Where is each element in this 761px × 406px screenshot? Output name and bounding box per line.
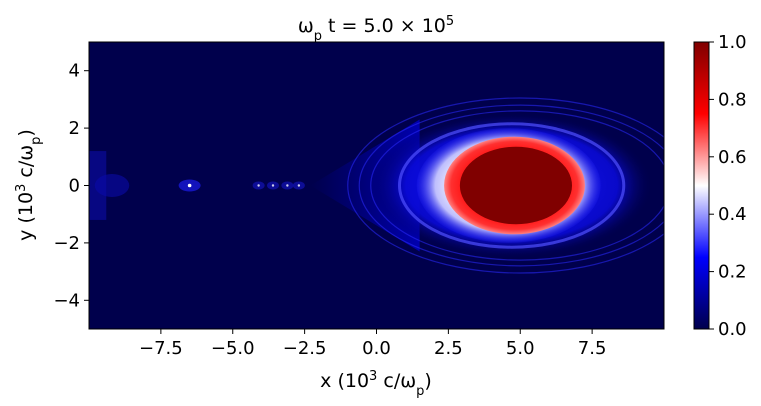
heatmap-features xyxy=(89,97,664,274)
colorbar-ticks: 1.0 0.8 0.6 0.4 0.2 0.0 xyxy=(709,32,747,340)
x-tick-label: 7.5 xyxy=(578,338,607,359)
axis-spot xyxy=(286,184,289,187)
x-tick-label: −5.0 xyxy=(211,338,255,359)
x-axis: −7.5 −5.0 −2.5 0.0 2.5 5.0 7.5 xyxy=(139,329,606,359)
y-tick-label: 4 xyxy=(69,61,80,82)
colorbar-tick-label: 1.0 xyxy=(718,32,747,53)
x-axis-label: x (103 c/ωp) xyxy=(320,369,432,399)
x-tick-label: 5.0 xyxy=(506,338,535,359)
heatmap-plot-area xyxy=(89,42,664,329)
colorbar-tick-label: 0.8 xyxy=(718,89,747,110)
x-tick-label: 0.0 xyxy=(362,338,391,359)
x-tick-label: 2.5 xyxy=(434,338,463,359)
outer-ring xyxy=(358,104,664,267)
colorbar: 1.0 0.8 0.6 0.4 0.2 0.0 xyxy=(693,32,747,340)
outer-ring xyxy=(347,97,664,274)
colorbar-tick-label: 0.2 xyxy=(718,262,747,283)
y-tick-label: 2 xyxy=(69,118,80,139)
axis-spot xyxy=(187,183,192,188)
colorbar-bar xyxy=(693,41,710,330)
y-tick-label: −2 xyxy=(53,233,80,254)
colorbar-tick-label: 0.4 xyxy=(718,204,747,225)
axis-spot xyxy=(271,184,275,187)
halo-ring xyxy=(398,122,626,249)
chart-title: ωp t = 5.0 × 105 xyxy=(298,14,454,44)
x-tick-label: −7.5 xyxy=(139,338,183,359)
y-tick-label: 0 xyxy=(69,176,80,197)
axis-spot xyxy=(257,184,260,187)
left-edge-blob xyxy=(94,174,130,197)
y-axis: 4 2 0 −2 −4 xyxy=(53,61,89,311)
y-tick-label: −4 xyxy=(53,290,80,311)
x-tick-label: −2.5 xyxy=(283,338,327,359)
colorbar-tick-label: 0.6 xyxy=(718,147,747,168)
colorbar-tick-label: 0.0 xyxy=(718,319,747,340)
axis-spot xyxy=(297,184,301,187)
y-axis-label: y (103 c/ωp) xyxy=(14,129,44,241)
bubble-core xyxy=(459,146,572,225)
